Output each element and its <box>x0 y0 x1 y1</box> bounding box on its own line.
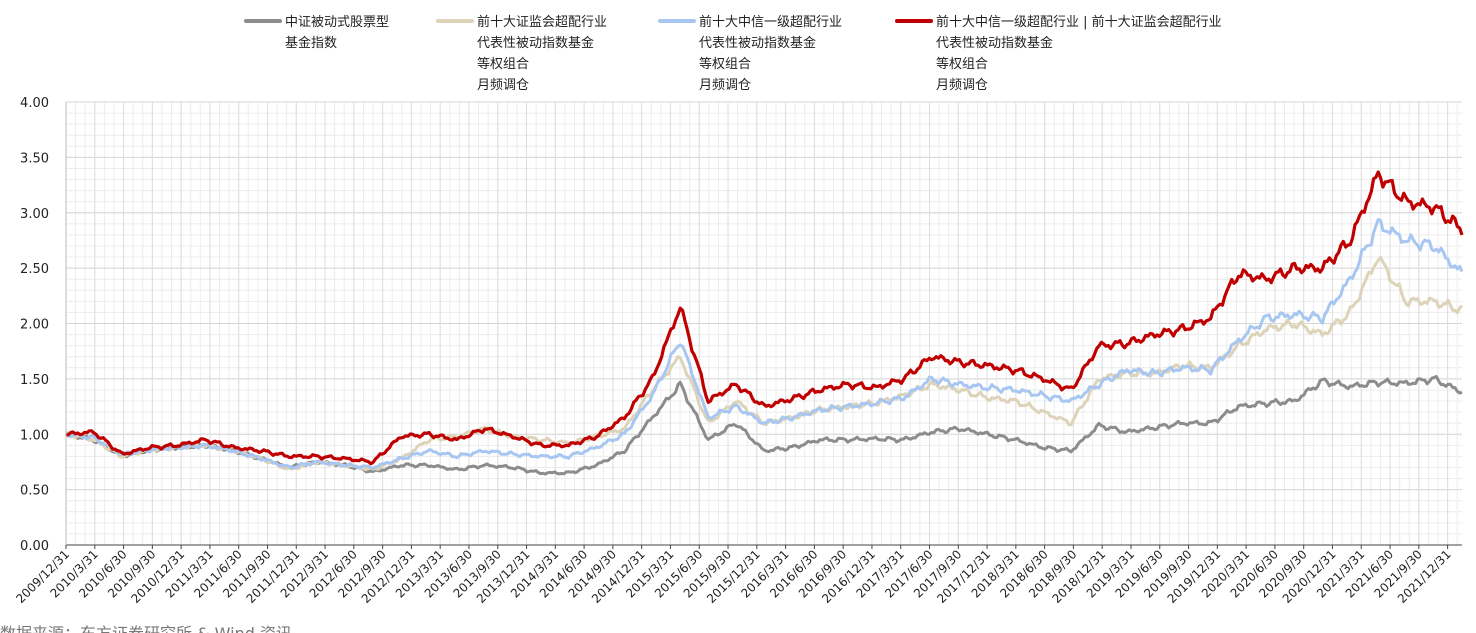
y-tick-label: 3.50 <box>20 151 49 166</box>
legend-label: 月频调仓 <box>477 78 529 93</box>
y-tick-label: 2.50 <box>20 262 49 277</box>
legend-label: 月频调仓 <box>936 78 988 93</box>
x-axis-tick-labels: 2009/12/312010/3/312010/6/302010/9/30201… <box>13 545 1454 606</box>
legend-label: 基金指数 <box>285 35 337 51</box>
legend-label: 代表性被动指数基金 <box>477 35 594 51</box>
y-tick-label: 3.00 <box>20 207 49 222</box>
series-line <box>64 218 1464 470</box>
source-note: 数据来源：东方证券研究所 & Wind 资讯 <box>0 624 292 633</box>
y-tick-label: 0.00 <box>20 539 49 554</box>
chart-legend: 中证被动式股票型基金指数前十大证监会超配行业代表性被动指数基金等权组合月频调仓前… <box>244 14 1222 93</box>
series-lines <box>64 170 1464 476</box>
legend-label: 代表性被动指数基金 <box>699 35 816 51</box>
legend-label: 前十大中信一级超配行业 | 前十大证监会超配行业 <box>936 14 1222 30</box>
y-tick-label: 1.00 <box>20 428 49 443</box>
y-tick-label: 0.50 <box>20 484 49 499</box>
legend-label: 中证被动式股票型 <box>285 15 389 30</box>
legend-label: 前十大证监会超配行业 <box>477 14 607 30</box>
series-line <box>66 170 1464 466</box>
legend-label: 代表性被动指数基金 <box>936 35 1053 51</box>
legend-label: 月频调仓 <box>699 78 751 93</box>
legend-label: 等权组合 <box>936 56 988 72</box>
legend-label: 等权组合 <box>699 56 751 72</box>
series-line <box>65 255 1464 472</box>
y-tick-label: 1.50 <box>20 373 49 388</box>
y-axis-tick-labels: 0.00 0.50 1.00 1.50 2.00 2.50 3.00 3.50 4.00 <box>20 96 49 554</box>
y-tick-label: 4.00 <box>20 96 49 111</box>
legend-label: 前十大中信一级超配行业 <box>699 14 842 30</box>
legend-label: 等权组合 <box>477 56 529 72</box>
y-tick-label: 2.00 <box>20 318 49 333</box>
